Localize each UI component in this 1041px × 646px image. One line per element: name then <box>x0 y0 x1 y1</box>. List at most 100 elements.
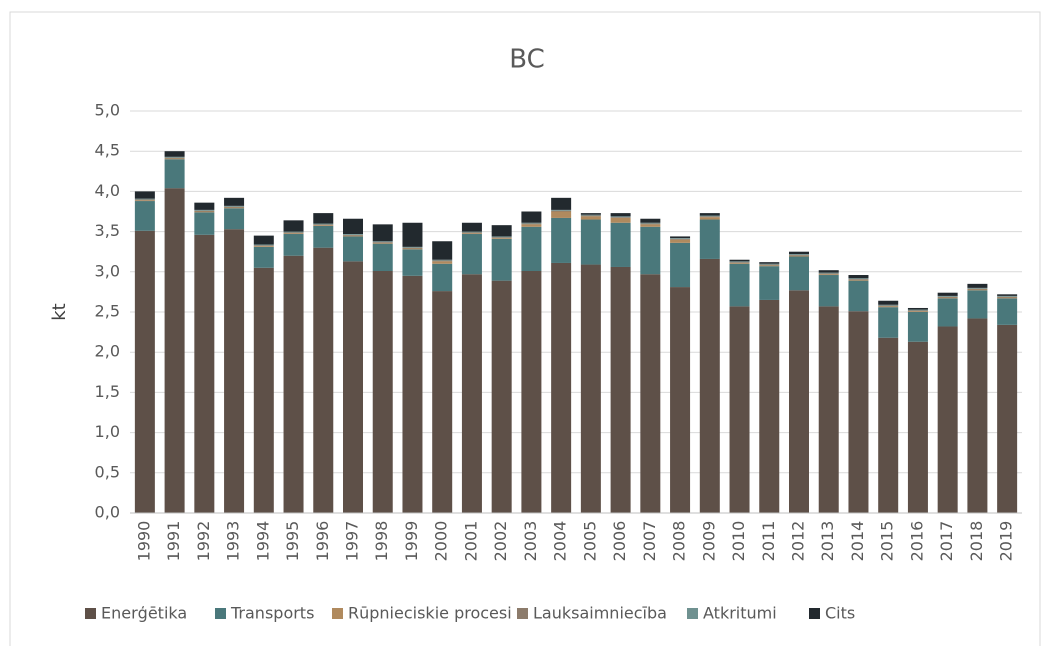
bar-segment <box>729 259 750 262</box>
bar-segment <box>402 246 423 248</box>
bar-segment <box>729 262 750 264</box>
bar-segment <box>432 291 453 513</box>
bar-segment <box>372 241 393 243</box>
x-tick-label: 2018 <box>967 521 986 562</box>
bar-segment <box>461 231 482 233</box>
bar-segment <box>194 234 215 514</box>
bar-segment <box>967 288 988 290</box>
bar-segment <box>997 294 1018 296</box>
bar-segment <box>789 256 809 291</box>
bar-segment <box>848 275 869 279</box>
bar-segment <box>967 290 988 319</box>
bar-segment <box>164 157 185 159</box>
legend-label: Cits <box>825 604 855 623</box>
bar-segment <box>997 296 1018 298</box>
bar-segment <box>521 222 542 224</box>
x-tick-label: 2017 <box>937 521 956 562</box>
y-tick-label: 4,0 <box>95 181 120 200</box>
bar-segment <box>848 279 869 281</box>
bar-segment <box>134 230 155 513</box>
bar-segment <box>759 299 780 513</box>
bar-segment <box>372 242 393 244</box>
y-tick-label: 2,0 <box>95 342 120 361</box>
y-tick-label: 5,0 <box>95 101 120 120</box>
bar-segment <box>907 341 928 513</box>
bar-segment <box>134 200 155 202</box>
bar-segment <box>729 306 750 513</box>
bar-segment <box>670 239 691 243</box>
bar-segment <box>937 295 958 297</box>
bar-segment <box>491 236 512 238</box>
x-tick-label: 2012 <box>789 521 808 562</box>
y-tick-label: 3,0 <box>95 261 120 280</box>
bar-segment <box>313 224 334 226</box>
x-tick-label: 2004 <box>551 521 570 562</box>
bar-segment <box>283 231 304 233</box>
bar-segment <box>343 234 363 235</box>
bar-segment <box>491 280 512 513</box>
x-tick-label: 2003 <box>521 521 540 562</box>
bar-segment <box>699 258 720 513</box>
bar-segment <box>253 245 274 247</box>
bar-segment <box>164 158 185 160</box>
bar-segment <box>670 236 691 239</box>
bar-segment <box>640 218 661 223</box>
bar-segment <box>848 278 869 280</box>
bar-segment <box>283 234 304 256</box>
x-tick-label: 1992 <box>194 521 213 562</box>
bar-segment <box>551 217 572 263</box>
bar-segment <box>343 234 363 236</box>
bar-segment <box>610 266 631 513</box>
bar-segment <box>937 297 958 299</box>
bar-segment <box>313 223 334 225</box>
bar-segment <box>461 234 482 275</box>
bar-segment <box>283 220 304 232</box>
x-tick-label: 1990 <box>134 521 153 562</box>
x-tick-label: 2014 <box>848 521 867 562</box>
bar-segment <box>610 217 631 218</box>
x-tick-label: 1994 <box>253 521 272 562</box>
bar-segment <box>224 206 245 208</box>
legend-swatch <box>687 608 698 619</box>
bar-segment <box>699 213 720 216</box>
bar-segment <box>878 304 899 306</box>
bar-segment <box>164 159 185 189</box>
bar-segment <box>789 254 809 255</box>
bar-segment <box>194 202 215 210</box>
bar-segment <box>580 213 601 215</box>
bar-segment <box>491 238 512 239</box>
bar-segment <box>937 298 958 327</box>
bar-segment <box>461 274 482 513</box>
x-tick-label: 2002 <box>491 521 510 562</box>
bar-segment <box>194 211 215 213</box>
bar-segment <box>699 215 720 217</box>
bar-segment <box>224 208 245 230</box>
y-axis-label: kt <box>49 303 70 320</box>
bar-segment <box>402 275 423 513</box>
bar-segment <box>432 261 453 264</box>
bar-segment <box>432 260 453 262</box>
bar-segment <box>461 232 482 234</box>
bar-segment <box>551 209 572 211</box>
bar-segment <box>432 241 453 260</box>
x-tick-label: 2015 <box>878 521 897 562</box>
legend-label: Lauksaimniecība <box>533 604 667 623</box>
bar-segment <box>670 238 691 240</box>
bar-segment <box>878 300 899 305</box>
bar-segment <box>521 224 542 227</box>
bar-segment <box>461 233 482 235</box>
bar-segment <box>551 211 572 218</box>
bar-segment <box>134 201 155 231</box>
bar-segment <box>491 238 512 281</box>
bar-segment <box>194 212 215 235</box>
legend-swatch <box>809 608 820 619</box>
x-tick-label: 2009 <box>699 521 718 562</box>
bar-segment <box>759 262 780 264</box>
x-tick-label: 2010 <box>729 521 748 562</box>
bar-segment <box>789 290 809 513</box>
bar-segment <box>610 216 631 218</box>
bar-segment <box>640 226 661 275</box>
bar-segment <box>164 188 185 513</box>
bar-segment <box>194 210 215 212</box>
